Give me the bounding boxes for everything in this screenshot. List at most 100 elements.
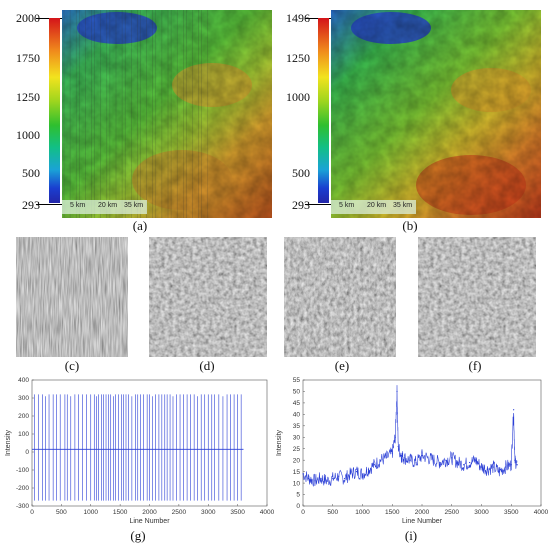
x-tick-label: 2500 (172, 509, 187, 516)
caption-f: (f) (468, 358, 482, 373)
plot-area (302, 379, 542, 507)
y-tick-label: 200 (18, 413, 29, 420)
y-tick-label: 10 (293, 480, 301, 487)
x-axis-label: Line Number (402, 518, 443, 525)
y-tick-label: 50 (293, 389, 301, 396)
data-point (445, 459, 447, 461)
y-tick-label: 300 (18, 395, 29, 402)
y-tick-label: 40 (293, 412, 301, 419)
data-point (463, 464, 465, 466)
caption-i: (i) (404, 528, 418, 543)
y-tick-label: 45 (293, 400, 301, 407)
data-point (350, 473, 352, 475)
x-tick-label: 0 (301, 509, 305, 516)
caption-g: (g) (130, 528, 146, 543)
texture-image-c (16, 237, 128, 357)
data-point (344, 477, 346, 480)
x-tick-label: 1000 (84, 509, 99, 516)
y-tick-label: -200 (16, 485, 29, 492)
data-point (332, 477, 334, 480)
data-point (409, 459, 411, 461)
panel-b: 1496 1250 1000 500 293 (275, 0, 550, 235)
data-point (513, 409, 515, 411)
y-tick-label: -100 (16, 467, 29, 474)
caption-c: (c) (64, 358, 80, 373)
dem-terrain-a (62, 10, 272, 218)
data-point (474, 459, 477, 461)
chart-g-svg: 0 500 1000 1500 2000 2500 3000 3500 4000-300-200… (5, 377, 275, 525)
data-point (320, 477, 322, 480)
x-tick-label: 0 (30, 509, 34, 516)
x-tick-label: 1500 (385, 509, 400, 516)
data-point (504, 466, 506, 468)
y-tick-label: 0 (25, 449, 29, 456)
data-point (400, 455, 402, 457)
data-point (486, 468, 489, 470)
data-point (361, 473, 364, 475)
data-point (480, 466, 483, 468)
caption-a: (a) (132, 218, 148, 233)
y-tick-label: 30 (293, 434, 301, 441)
data-point (385, 457, 387, 459)
data-point (397, 445, 399, 448)
caption-d: (d) (199, 358, 215, 373)
scale-label: 5 km (70, 202, 86, 209)
x-tick-label: 3500 (504, 509, 519, 516)
scale-bar-a: 5 km 20 km 35 km (62, 200, 147, 214)
y-tick-label: -300 (16, 503, 29, 510)
data-point (403, 457, 405, 459)
data-point (338, 475, 340, 477)
data-point (396, 390, 398, 393)
chart-i-svg: 0 500 1000 1500 2000 2500 3000 3500 4000 0 5 10 15 20… (276, 377, 549, 525)
y-tick-label: 35 (293, 423, 301, 430)
caption-b: (b) (402, 218, 418, 233)
x-tick-label: 2000 (415, 509, 430, 516)
data-point (302, 473, 304, 475)
y-tick-label: 55 (293, 377, 301, 384)
texture-image-f (418, 237, 536, 357)
colorbar-tick: 1250 (286, 51, 310, 65)
scale-label: 20 km (98, 202, 118, 209)
colorbar-tick: 1000 (16, 128, 40, 142)
x-tick-label: 3500 (230, 509, 245, 516)
texture-image-d (149, 237, 267, 357)
data-point (308, 477, 310, 480)
data-point (433, 459, 435, 461)
texture-image-e (284, 237, 396, 357)
x-tick-label: 4000 (260, 509, 275, 516)
dem-terrain-b (331, 10, 541, 218)
data-point (514, 459, 516, 461)
x-axis-label: Line Number (129, 518, 170, 525)
y-axis-label: Intensity (5, 429, 12, 456)
y-tick-label: 100 (18, 431, 29, 438)
data-point (391, 452, 393, 454)
x-tick-label: 2000 (142, 509, 157, 516)
colorbar-tick: 1000 (286, 90, 310, 104)
colorbar-tick: 1250 (16, 90, 40, 104)
data-point (498, 471, 500, 473)
x-tick-label: 1500 (113, 509, 128, 516)
data-point (415, 461, 417, 464)
data-point (394, 436, 396, 438)
data-point (427, 457, 429, 459)
colorbar-tick: 500 (22, 166, 40, 180)
data-point (469, 461, 471, 464)
dem-image-a: 5 km 20 km 35 km (62, 10, 272, 218)
y-tick-label: 25 (293, 446, 301, 453)
y-axis-label: Intensity (276, 429, 283, 456)
colorbar-tick: 1496 (286, 11, 310, 25)
data-point (457, 461, 459, 464)
x-tick-label: 500 (56, 509, 67, 516)
colorbar-tick: 293 (22, 198, 40, 212)
chart-i: 0 500 1000 1500 2000 2500 3000 3500 4000 0 5 10 15 20… (275, 372, 550, 547)
colorbar (49, 18, 60, 203)
data-point (314, 480, 316, 482)
data-point (439, 461, 441, 464)
scale-label: 20 km (367, 202, 387, 209)
scale-label: 35 km (124, 202, 144, 209)
colorbar-tick: 500 (292, 166, 310, 180)
scale-label: 5 km (339, 202, 355, 209)
y-tick-label: 400 (18, 377, 29, 384)
colorbar-tick: 293 (292, 198, 310, 212)
data-point (451, 457, 453, 459)
